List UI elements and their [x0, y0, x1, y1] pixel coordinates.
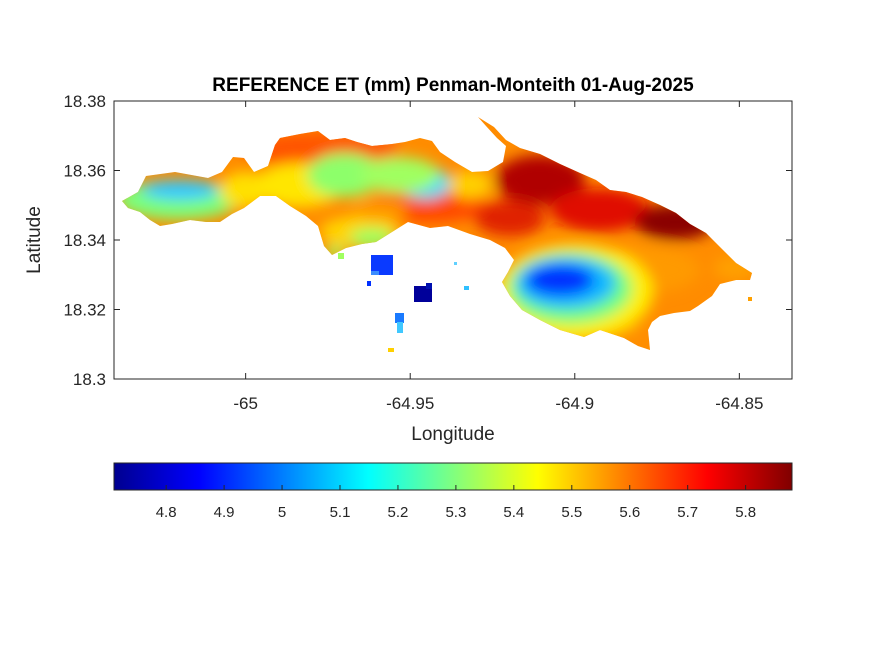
islet-blue [371, 255, 393, 275]
colorbar-tick-label: 5.5 [561, 504, 582, 521]
islet-small-3 [464, 286, 469, 290]
islet-small-1 [388, 348, 394, 352]
x-tick-label: -64.9 [555, 394, 594, 413]
y-axis-label: Latitude [24, 206, 45, 274]
islet-navy [414, 286, 432, 302]
x-tick-label: -64.85 [715, 394, 763, 413]
islets [338, 253, 752, 352]
colorbar-tick-label: 5.3 [445, 504, 466, 521]
x-tick-label: -64.95 [386, 394, 434, 413]
islet-small-2 [367, 281, 371, 286]
x-axis-label: Longitude [411, 424, 494, 445]
west-cyan-lobe [142, 180, 218, 200]
central-green-2 [360, 157, 440, 193]
islet-small-5 [454, 262, 457, 265]
colorbar-tick-label: 5.4 [503, 504, 524, 521]
east-center-red [475, 200, 545, 236]
east-hot-core [495, 155, 585, 205]
y-axis-ticks: 18.3 18.32 18.34 18.36 18.38 [63, 92, 792, 389]
map-title: REFERENCE ET (mm) Penman-Monteith 01-Aug… [212, 75, 694, 96]
colorbar-tick-label: 4.8 [156, 504, 177, 521]
islet-small-4 [748, 297, 752, 301]
colorbar-tick-label: 5.7 [677, 504, 698, 521]
islet-cyan-2 [397, 322, 403, 333]
colorbar-tick-label: 5.1 [330, 504, 351, 521]
y-tick-label: 18.3 [73, 370, 106, 389]
colorbar-tick-label: 4.9 [214, 504, 235, 521]
islet-blue-edge [371, 271, 379, 275]
x-tick-label: -65 [233, 394, 258, 413]
colorbar-tick-label: 5 [278, 504, 286, 521]
islet-small-6 [338, 253, 344, 259]
y-tick-label: 18.32 [63, 301, 106, 320]
y-tick-label: 18.36 [63, 162, 106, 181]
field-regions [122, 132, 752, 348]
colorbar-tick-label: 5.6 [619, 504, 640, 521]
x-axis-ticks: -65 -64.95 -64.9 -64.85 [233, 101, 763, 413]
southeast-blue-pocket [526, 264, 594, 296]
colorbar: 4.8 4.9 5 5.1 5.2 5.3 5.4 5.5 5.6 5.7 5.8 [113, 462, 793, 521]
east-red [550, 188, 650, 232]
colorbar-gradient [113, 462, 793, 491]
colorbar-tick-label: 5.8 [735, 504, 756, 521]
islet-cyan [395, 313, 404, 323]
islet-navy-2 [426, 283, 432, 289]
central-east-yellow [448, 171, 492, 199]
y-tick-label: 18.34 [63, 231, 106, 250]
colorbar-ticks: 4.8 4.9 5 5.1 5.2 5.3 5.4 5.5 5.6 5.7 5.8 [156, 485, 756, 521]
colorbar-tick-label: 5.2 [388, 504, 409, 521]
y-tick-label: 18.38 [63, 92, 106, 111]
central-green [307, 153, 383, 197]
central-orange [352, 200, 408, 220]
